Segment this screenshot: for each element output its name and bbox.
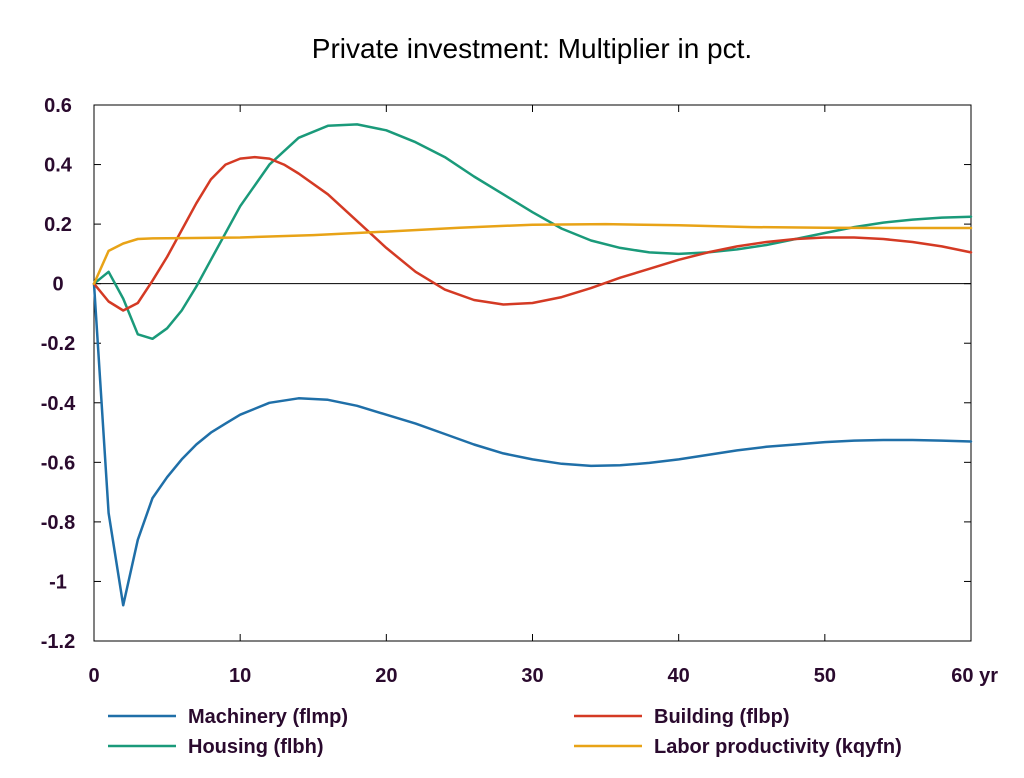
y-tick-label: 0.6 bbox=[44, 95, 72, 117]
legend-item-machinery-flmp: Machinery (flmp) bbox=[108, 706, 348, 728]
y-tick-label: -1 bbox=[49, 571, 67, 593]
series-line-machinery-flmp bbox=[92, 282, 973, 607]
legend-label: Building (flbp) bbox=[654, 706, 790, 728]
x-axis: 0 10 20 30 40 50 60 yr bbox=[88, 105, 998, 687]
plot-border bbox=[93, 104, 972, 642]
y-tick-label: -0.8 bbox=[41, 512, 75, 534]
plot-frame bbox=[93, 104, 972, 642]
x-tick-label: 50 bbox=[814, 665, 836, 687]
y-axis: 0.6 0.4 0.2 0 -0.2 -0.4 -0.6 -0.8 -1 -1.2 bbox=[41, 95, 971, 653]
series-line-building-flbp bbox=[92, 155, 973, 312]
legend-item-housing-flbh: Housing (flbh) bbox=[108, 736, 324, 758]
x-tick-label: 0 bbox=[88, 665, 99, 687]
legend-label: Machinery (flmp) bbox=[188, 706, 348, 728]
x-tick-label: 40 bbox=[668, 665, 690, 687]
x-tick-label: 30 bbox=[521, 665, 543, 687]
y-tick-label: -0.2 bbox=[41, 333, 75, 355]
x-tick-label: 20 bbox=[375, 665, 397, 687]
y-tick-label: -1.2 bbox=[41, 631, 75, 653]
legend-label: Labor productivity (kqyfn) bbox=[654, 736, 902, 758]
legend-label: Housing (flbh) bbox=[188, 736, 324, 758]
y-tick-label: 0.2 bbox=[44, 214, 72, 236]
series-lines bbox=[92, 123, 973, 607]
series-line-housing-flbh bbox=[92, 123, 973, 341]
x-tick-label: 60 yr bbox=[951, 665, 998, 687]
y-tick-label: -0.6 bbox=[41, 452, 75, 474]
y-tick-label: 0.4 bbox=[44, 155, 73, 177]
x-tick-label: 10 bbox=[229, 665, 251, 687]
y-tick-label: 0 bbox=[52, 274, 63, 296]
legend-item-labor-productivity-kqyfn: Labor productivity (kqyfn) bbox=[574, 736, 902, 758]
chart-title: Private investment: Multiplier in pct. bbox=[312, 33, 752, 64]
y-tick-label: -0.4 bbox=[41, 393, 76, 415]
legend-item-building-flbp: Building (flbp) bbox=[574, 706, 790, 728]
legend: Machinery (flmp) Housing (flbh) Building (… bbox=[108, 706, 902, 758]
series-line-labor-productivity-kqyfn bbox=[92, 222, 973, 285]
